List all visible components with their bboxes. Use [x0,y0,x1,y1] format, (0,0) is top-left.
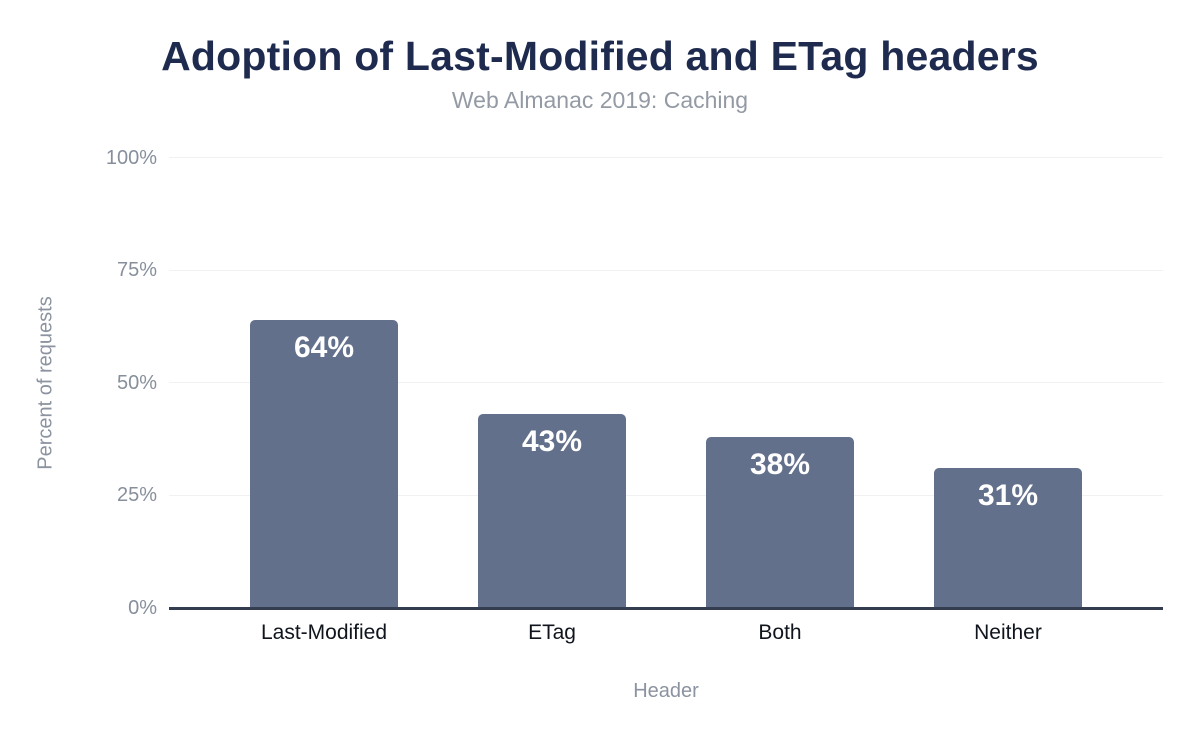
bar-value-label: 43% [521,425,583,459]
x-tick-label: Neither [974,621,1042,644]
x-tick-label: Both [758,621,802,644]
gridline-25% [169,494,1163,496]
y-tick-label: 0% [128,597,157,619]
y-tick-label: 75% [116,259,157,282]
x-axis-title: Header [633,680,699,702]
bar-value-label: 64% [293,330,355,364]
x-axis-line [169,606,1163,610]
y-tick-label: 100% [105,146,157,169]
bar-neither: 31% [934,468,1082,607]
bar-etag: 43% [478,414,626,607]
x-tick-label: Last-Modified [260,621,388,644]
chart-title: Adoption of Last-Modified and ETag heade… [161,33,1039,79]
bar-both: 38% [706,436,854,607]
gridline-100% [169,157,1163,158]
bar-value-label: 38% [749,447,811,481]
y-tick-label: 25% [116,484,157,507]
y-tick-label: 50% [116,371,157,394]
gridline-50% [169,382,1163,384]
chart-subtitle: Web Almanac 2019: Caching [451,87,749,113]
gridline-75% [169,269,1163,271]
bar-last-modified: 64% [250,319,398,607]
x-tick-label: ETag [528,621,576,644]
bar-value-label: 31% [977,479,1039,513]
